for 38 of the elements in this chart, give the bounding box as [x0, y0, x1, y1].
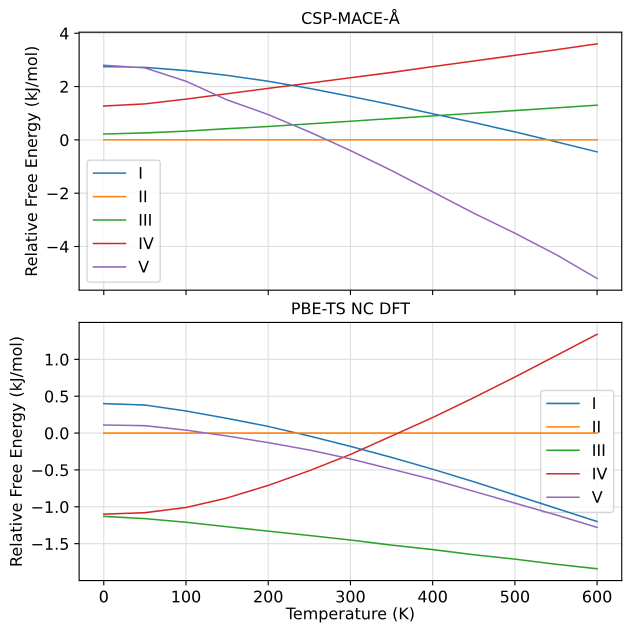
x-tick-label: 0	[100, 590, 108, 603]
legend-label: IV	[140, 237, 154, 250]
chart-title: PBE-TS NC DFT	[292, 302, 410, 314]
y-tick-label: −4	[48, 240, 68, 253]
legend-label: III	[140, 214, 151, 226]
x-tick-label: 500	[500, 590, 530, 603]
y-tick-label: 0	[60, 134, 68, 146]
y-tick-label: 2	[60, 80, 68, 93]
y-tick-label: −1.5	[32, 538, 68, 550]
y-tick-label: −1.0	[32, 501, 68, 514]
y-axis-title: Relative Free Energy (kJ/mol)	[24, 47, 40, 276]
legend-label: I	[593, 397, 595, 410]
y-tick-label: −0.5	[32, 464, 68, 476]
chart-title: CSP-MACE-Å	[302, 9, 400, 24]
legend-label: II	[140, 190, 146, 202]
legend-label: II	[593, 420, 600, 432]
line-series	[103, 104, 598, 135]
legend-label: I	[140, 167, 142, 179]
x-axis-title: Temperature (K)	[286, 607, 414, 623]
y-tick-label: −2	[48, 187, 68, 200]
legend-label: V	[138, 260, 150, 273]
line-series	[103, 66, 598, 153]
line-series	[103, 64, 598, 280]
y-tick-label: 1.0	[46, 354, 68, 366]
legend-label: IV	[593, 468, 608, 480]
x-tick-label: 200	[254, 590, 282, 603]
legend-label: V	[592, 491, 603, 503]
y-tick-label: 4	[60, 28, 69, 40]
x-tick-label: 400	[418, 590, 447, 603]
y-tick-label: 0.0	[45, 427, 68, 440]
y-tick-label: 0.5	[45, 390, 68, 402]
x-tick-label: 300	[336, 590, 365, 603]
legend-label: III	[593, 444, 604, 456]
x-tick-label: 100	[172, 590, 200, 603]
y-axis-title: Relative Free Energy (kJ/mol)	[10, 337, 26, 566]
line-series	[103, 43, 598, 107]
line-series	[103, 516, 598, 570]
x-tick-label: 600	[582, 590, 612, 603]
